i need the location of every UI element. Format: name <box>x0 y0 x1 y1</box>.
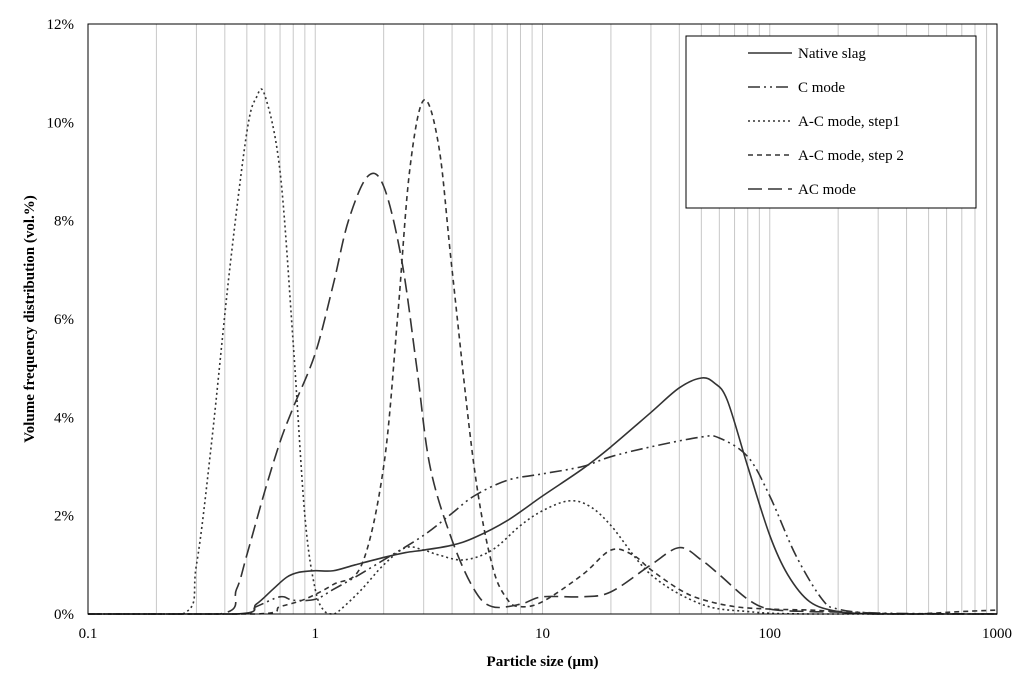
series-line-3 <box>87 88 997 615</box>
legend-label: C mode <box>798 80 845 96</box>
legend-label: A-C mode, step1 <box>798 114 900 130</box>
legend-box <box>685 35 977 209</box>
series-line-2 <box>87 434 998 615</box>
legend-label: AC mode <box>798 182 856 198</box>
y-tick-label: 12% <box>47 17 75 33</box>
y-tick-labels: 0% 2% 4% 6% 8% 10% 12% <box>47 17 75 623</box>
x-axis-title: Particle size (µm) <box>487 654 599 670</box>
vertical-gridlines <box>155 24 988 614</box>
plot-frame <box>87 23 998 615</box>
series-line-4 <box>87 99 998 615</box>
x-tick-label: 0.1 <box>79 626 98 642</box>
x-tick-labels: 0.1 1 10 100 1000 <box>79 626 1012 642</box>
x-tick-label: 10 <box>535 626 550 642</box>
y-tick-label: 6% <box>54 312 74 328</box>
y-tick-label: 10% <box>47 115 75 131</box>
series-lines <box>87 88 998 615</box>
x-tick-label: 1 <box>312 626 320 642</box>
y-axis-title: Volume frequency distribution (vol.%) <box>22 195 38 443</box>
y-tick-label: 8% <box>54 214 74 230</box>
y-tick-label: 0% <box>54 607 74 623</box>
legend-label: A-C mode, step 2 <box>798 148 904 164</box>
series-line-5 <box>87 172 997 615</box>
x-tick-label: 1000 <box>982 626 1012 642</box>
legend: Native slag C mode A-C mode, step1 A-C mode… <box>685 35 977 209</box>
series-line-1 <box>87 377 997 615</box>
y-tick-label: 2% <box>54 509 74 525</box>
legend-label: Native slag <box>798 46 866 62</box>
y-tick-label: 4% <box>54 410 74 426</box>
x-tick-label: 100 <box>759 626 782 642</box>
